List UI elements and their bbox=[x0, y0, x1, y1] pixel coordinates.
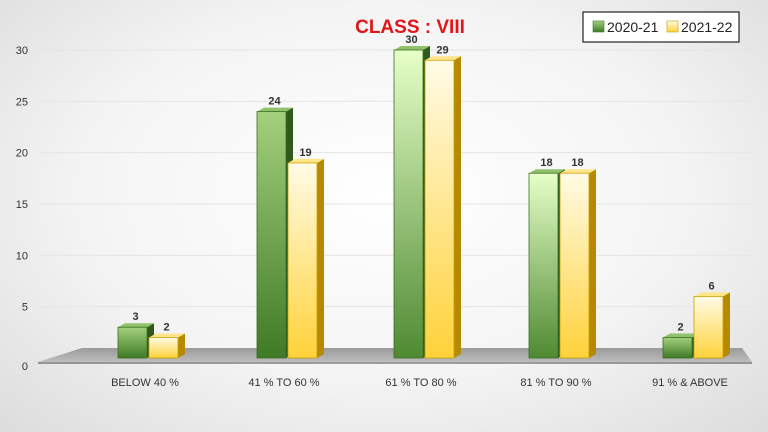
bar-side bbox=[317, 158, 324, 358]
bar-front bbox=[148, 337, 179, 359]
bar-2020-21-3 bbox=[528, 169, 565, 359]
bar-front bbox=[693, 295, 724, 359]
y-tick-label: 20 bbox=[16, 148, 28, 160]
data-label: 24 bbox=[268, 96, 281, 108]
bar-front bbox=[559, 172, 590, 359]
bar-top bbox=[694, 292, 730, 297]
legend-swatch-2021-22 bbox=[666, 20, 679, 33]
bar-2021-22-3 bbox=[559, 169, 596, 359]
bar-top bbox=[118, 323, 154, 328]
x-tick-label: 41 % TO 60 % bbox=[248, 377, 319, 389]
bar-2021-22-2 bbox=[424, 56, 461, 359]
legend-label-2021-22: 2021-22 bbox=[681, 19, 733, 35]
y-tick-label: 25 bbox=[16, 96, 28, 108]
bar-top bbox=[288, 158, 324, 163]
data-label: 18 bbox=[571, 157, 583, 169]
bar-2020-21-4 bbox=[662, 333, 699, 359]
bar-top bbox=[425, 56, 461, 61]
bar-top bbox=[529, 169, 565, 174]
bar-side bbox=[178, 333, 185, 358]
x-tick-label: BELOW 40 % bbox=[111, 377, 179, 389]
y-tick-label: 5 bbox=[22, 302, 28, 314]
legend: 2020-21 2021-22 bbox=[582, 11, 740, 43]
data-label: 29 bbox=[436, 44, 448, 56]
bar-side bbox=[723, 292, 730, 358]
y-tick-label: 30 bbox=[16, 45, 28, 57]
bar-front bbox=[662, 337, 693, 359]
data-label: 2 bbox=[677, 321, 683, 333]
data-label: 19 bbox=[299, 147, 311, 159]
bar-front bbox=[287, 162, 318, 359]
bars bbox=[117, 46, 730, 359]
data-label: 30 bbox=[405, 34, 417, 46]
bar-top bbox=[257, 107, 293, 112]
bar-2021-22-1 bbox=[287, 158, 324, 359]
bar-top bbox=[560, 169, 596, 174]
bar-front bbox=[256, 111, 287, 359]
legend-box bbox=[582, 11, 740, 43]
data-labels: 3 2 24 19 30 29 18 18 2 6 bbox=[132, 34, 714, 333]
y-tick-label: 10 bbox=[16, 250, 28, 262]
bar-top bbox=[663, 333, 699, 338]
bar-front bbox=[117, 326, 148, 359]
data-label: 2 bbox=[163, 321, 169, 333]
bar-front bbox=[528, 172, 559, 359]
bar-2021-22-4 bbox=[693, 292, 730, 359]
data-label: 3 bbox=[132, 311, 138, 323]
bar-top bbox=[394, 46, 430, 50]
bar-front bbox=[424, 59, 455, 359]
y-tick-label: 15 bbox=[16, 199, 28, 211]
bar-side bbox=[589, 169, 596, 358]
x-tick-label: 81 % TO 90 % bbox=[520, 377, 591, 389]
y-axis: 0 5 10 15 20 25 30 bbox=[16, 45, 28, 373]
bar-side bbox=[454, 56, 461, 359]
data-label: 18 bbox=[540, 157, 552, 169]
bar-front bbox=[393, 49, 424, 359]
bar-2021-22-0 bbox=[148, 333, 185, 359]
legend-swatch-2020-21 bbox=[592, 20, 605, 33]
bar-top bbox=[149, 333, 185, 338]
x-axis: BELOW 40 % 41 % TO 60 % 61 % TO 80 % 81 % T… bbox=[111, 377, 728, 389]
x-tick-label: 61 % TO 80 % bbox=[385, 377, 456, 389]
legend-label-2020-21: 2020-21 bbox=[607, 19, 659, 35]
y-tick-label: 0 bbox=[22, 361, 28, 373]
data-label: 6 bbox=[708, 280, 714, 292]
chart-title: CLASS : VIII bbox=[355, 17, 465, 38]
x-tick-label: 91 % & ABOVE bbox=[652, 377, 728, 389]
